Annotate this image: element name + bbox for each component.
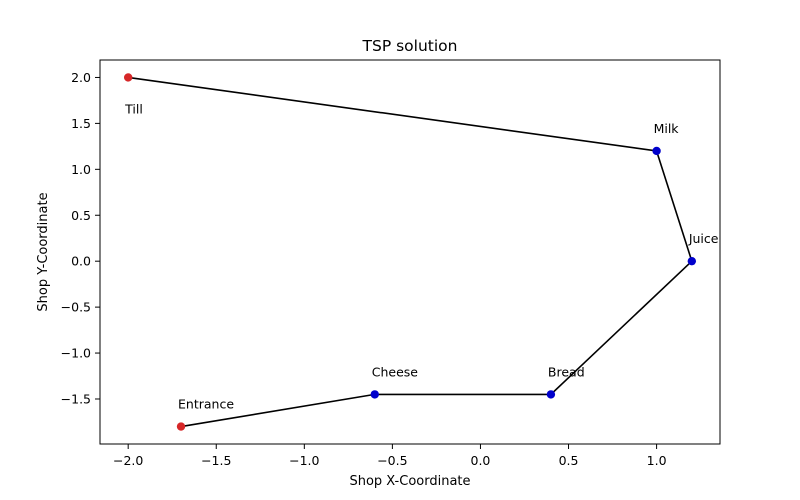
y-tick-label: 1.0 xyxy=(71,162,91,177)
x-tick-label: −0.5 xyxy=(377,453,407,468)
point-marker xyxy=(176,422,186,431)
y-axis-title: Shop Y-Coordinate xyxy=(36,192,51,311)
route-segment xyxy=(180,393,375,428)
route-segment xyxy=(550,260,693,395)
x-tick-label: −1.0 xyxy=(289,453,319,468)
route-segment xyxy=(655,150,693,262)
chart-title: TSP solution xyxy=(362,37,458,55)
point-label: Cheese xyxy=(372,364,419,379)
point-label: Juice xyxy=(688,231,719,246)
x-tick-label: 0.0 xyxy=(471,453,491,468)
y-tick-label: −0.5 xyxy=(61,300,91,315)
point-layer xyxy=(123,73,697,431)
x-tick-label: −1.5 xyxy=(201,453,231,468)
point-label: Milk xyxy=(654,121,680,136)
y-axis: −1.5 −1.0 −0.5 0.0 0.5 1.0 1.5 2.0 xyxy=(61,70,100,406)
route-segment xyxy=(128,76,657,152)
y-tick-label: 2.0 xyxy=(71,70,91,85)
y-tick-label: 0.5 xyxy=(71,208,91,223)
point-marker xyxy=(370,390,379,399)
y-tick-label: −1.5 xyxy=(61,391,91,406)
x-tick-label: 1.0 xyxy=(647,453,667,468)
point-label: Till xyxy=(124,101,143,116)
y-tick-label: 0.0 xyxy=(71,254,91,269)
point-marker xyxy=(546,390,556,399)
y-tick-label: 1.5 xyxy=(71,116,91,131)
plot-area: Entrance Cheese Bread Juice Milk Till xyxy=(123,73,719,431)
point-marker xyxy=(652,146,661,156)
x-axis: −2.0 −1.5 −1.0 −0.5 0.0 0.5 1.0 xyxy=(113,444,667,468)
x-axis-title: Shop X-Coordinate xyxy=(349,474,470,489)
route-layer xyxy=(128,76,693,428)
x-tick-label: 0.5 xyxy=(559,453,579,468)
point-label: Entrance xyxy=(178,397,234,412)
point-label-layer: Entrance Cheese Bread Juice Milk Till xyxy=(124,101,719,411)
point-marker xyxy=(123,73,133,82)
point-label: Bread xyxy=(548,364,585,379)
plot-frame xyxy=(99,59,721,445)
x-tick-label: −2.0 xyxy=(113,453,143,468)
point-marker xyxy=(687,256,697,266)
y-tick-label: −1.0 xyxy=(61,346,91,361)
